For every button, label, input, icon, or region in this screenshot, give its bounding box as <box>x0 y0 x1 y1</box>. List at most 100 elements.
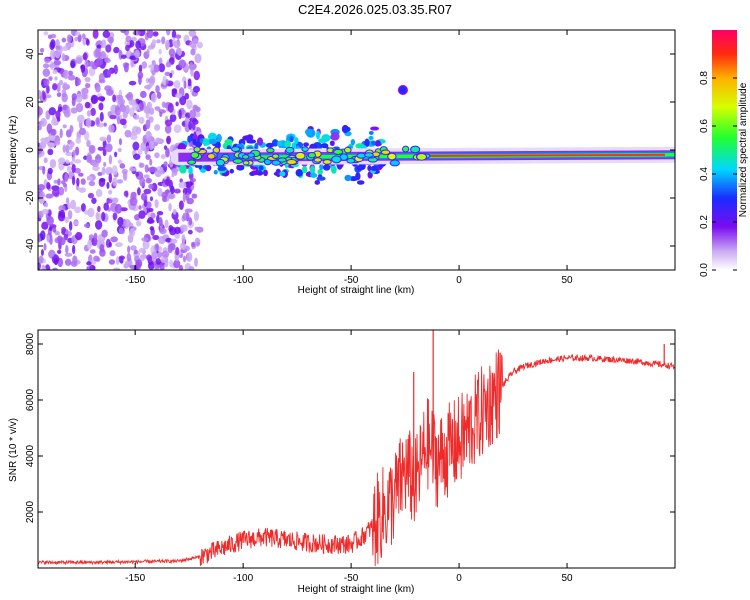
noise-speck <box>38 124 42 131</box>
noise-speck <box>165 61 172 68</box>
x-tick-label: 50 <box>561 275 573 286</box>
line-blob <box>333 148 344 155</box>
scatter-blob <box>370 165 378 171</box>
line-blob <box>346 157 356 164</box>
snr-panel: -150 -100 -50 0 50 8000 6000 4000 2000 Height of… <box>8 329 676 595</box>
noise-speck <box>91 197 97 204</box>
noise-speck <box>77 172 84 177</box>
noise-speck <box>74 159 82 164</box>
noise-speck <box>112 212 118 221</box>
noise-speck <box>145 112 150 120</box>
noise-speck <box>138 210 146 219</box>
noise-speck <box>108 241 112 248</box>
noise-speck <box>148 207 154 213</box>
noise-speck <box>178 264 184 270</box>
noise-speck <box>191 241 196 247</box>
noise-speck <box>57 106 63 112</box>
noise-speck <box>117 216 124 227</box>
noise-speck <box>141 237 149 242</box>
noise-speck <box>110 236 118 243</box>
noise-speck <box>133 249 138 255</box>
noise-speck <box>114 106 121 116</box>
scatter-blob <box>236 164 241 169</box>
scatter-blob <box>208 138 217 145</box>
noise-speck <box>162 75 167 86</box>
noise-speck <box>104 57 111 63</box>
scatter-blob <box>284 140 292 148</box>
noise-speck <box>83 223 90 228</box>
noise-speck <box>173 259 181 269</box>
noise-speck <box>154 106 161 111</box>
y-tick-label: 4000 <box>25 444 36 467</box>
noise-speck <box>76 177 80 187</box>
scatter-blob <box>322 164 331 171</box>
noise-speck <box>135 259 143 268</box>
noise-speck <box>170 185 175 195</box>
noise-speck <box>82 38 87 46</box>
noise-speck <box>88 180 96 187</box>
x-tick-label: -100 <box>233 573 253 584</box>
noise-speck <box>184 117 190 126</box>
noise-speck <box>52 83 58 91</box>
noise-speck <box>143 106 150 114</box>
noise-speck <box>81 33 86 40</box>
scatter-blob <box>367 164 372 172</box>
noise-speck <box>38 106 43 116</box>
noise-speck <box>154 265 160 270</box>
snr-series <box>38 330 675 567</box>
noise-speck <box>79 127 86 136</box>
noise-speck <box>155 258 161 265</box>
scatter-blob <box>315 130 321 140</box>
noise-speck <box>158 217 163 227</box>
y-tick-label: -20 <box>25 190 36 205</box>
noise-speck <box>66 165 72 173</box>
noise-speck <box>62 104 68 111</box>
colorbar-tick-label: 0.4 <box>699 167 710 181</box>
noise-speck <box>167 193 176 200</box>
noise-speck <box>194 226 199 231</box>
noise-speck <box>72 220 79 226</box>
noise-speck <box>161 36 166 45</box>
line-blob <box>380 149 391 155</box>
scatter-blob <box>187 135 192 143</box>
line-blob <box>322 159 332 165</box>
noise-speck <box>115 256 120 265</box>
noise-speck <box>108 189 113 195</box>
noise-speck <box>172 208 177 215</box>
noise-speck <box>112 177 118 187</box>
noise-speck <box>113 64 118 75</box>
noise-speck <box>84 68 89 75</box>
scatter-blob <box>368 135 374 141</box>
noise-speck <box>99 111 104 122</box>
noise-speck <box>84 77 91 83</box>
noise-speck <box>122 171 128 181</box>
noise-speck <box>74 206 82 214</box>
noise-speck <box>126 252 132 262</box>
noise-speck <box>179 95 187 106</box>
noise-speck <box>143 199 148 207</box>
noise-speck <box>48 107 57 116</box>
scatter-blob <box>314 180 321 185</box>
scatter-blob <box>177 143 187 151</box>
noise-speck <box>61 226 67 233</box>
scatter-blob <box>371 140 376 146</box>
noise-speck <box>74 167 81 174</box>
noise-speck <box>132 30 141 36</box>
noise-speck <box>72 149 76 158</box>
noise-speck <box>116 116 121 125</box>
noise-speck <box>54 76 58 81</box>
noise-speck <box>84 101 91 109</box>
noise-speck <box>76 114 85 124</box>
snr-ticks: -150 -100 -50 0 50 8000 6000 4000 2000 <box>25 330 675 584</box>
noise-speck <box>93 49 101 59</box>
noise-speck <box>149 196 154 202</box>
noise-speck <box>97 171 103 176</box>
noise-speck <box>184 208 193 213</box>
noise-speck <box>169 114 177 123</box>
noise-speck <box>64 216 70 224</box>
noise-speck <box>45 94 52 99</box>
noise-speck <box>139 176 146 187</box>
noise-speck <box>59 128 63 139</box>
noise-speck <box>181 234 186 243</box>
noise-speck <box>130 245 137 251</box>
